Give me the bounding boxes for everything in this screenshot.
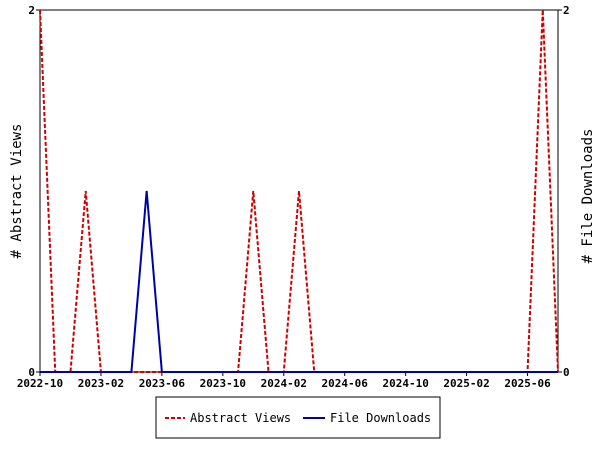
y-right-tick-label: 0 — [563, 366, 570, 379]
legend-box — [155, 396, 441, 439]
series-layer — [39, 9, 559, 373]
x-tick-label: 2023-02 — [78, 377, 124, 390]
series-line-file-downloads — [40, 190, 558, 373]
legend-label-abstract-views: Abstract Views — [190, 411, 291, 425]
y-left-tick-label: 2 — [28, 4, 35, 17]
x-tick-label: 2025-02 — [443, 377, 489, 390]
x-tick-label: 2024-10 — [382, 377, 428, 390]
y-left-tick-label: 0 — [28, 366, 35, 379]
y-right-axis-ticks: 02 — [558, 4, 570, 379]
x-tick-label: 2024-02 — [261, 377, 307, 390]
y-right-tick-label: 2 — [563, 4, 570, 17]
x-tick-label: 2022-10 — [17, 377, 63, 390]
legend-label-file-downloads: File Downloads — [330, 411, 431, 425]
y-right-axis-title: # File Downloads — [580, 129, 596, 264]
legend: Abstract Views File Downloads — [155, 396, 441, 439]
x-axis-ticks: 2022-10 2023-02 2023-06 2023-10 2024-02 2024-… — [17, 372, 551, 390]
x-tick-label: 2023-06 — [139, 377, 186, 390]
plot-frame — [39, 9, 559, 373]
x-tick-label: 2024-06 — [322, 377, 369, 390]
x-tick-label: 2023-10 — [200, 377, 246, 390]
y-left-axis-ticks: 02 — [28, 4, 40, 379]
x-tick-label: 2025-06 — [504, 377, 551, 390]
y-left-axis-title: # Abstract Views — [9, 124, 25, 259]
series-line-abstract-views — [39, 9, 559, 373]
